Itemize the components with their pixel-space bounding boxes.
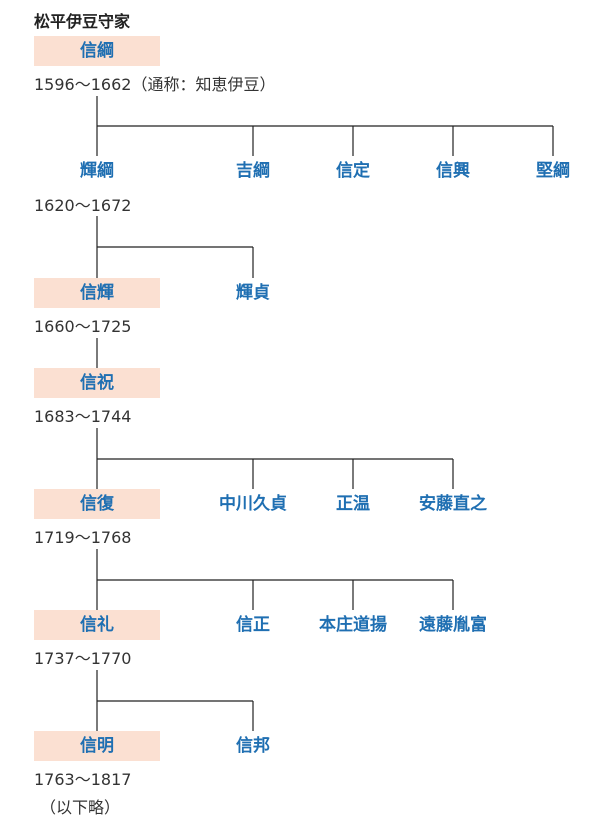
node-nobuoki: 信興 bbox=[436, 161, 470, 181]
node-masaharu: 正温 bbox=[336, 494, 370, 514]
node-nakagawa-hisasada: 中川久貞 bbox=[219, 494, 287, 514]
dates-nobumichi: 1719～1768 bbox=[34, 528, 132, 547]
node-nobutsuna: 信綱 bbox=[34, 36, 160, 66]
dates-nobutoki: 1683～1744 bbox=[34, 407, 132, 426]
node-yoshitsuna: 吉綱 bbox=[236, 161, 270, 181]
node-nobuhiro: 信礼 bbox=[34, 610, 160, 640]
node-endo-tanetomi: 遠藤胤富 bbox=[419, 615, 487, 635]
node-nobusada: 信定 bbox=[336, 161, 370, 181]
dates-nobutsuna-years: 1596～1662 bbox=[34, 75, 132, 94]
omitted-note: （以下略） bbox=[40, 798, 121, 817]
node-nobuteru: 信輝 bbox=[34, 278, 160, 308]
dates-nobutsuna: 1596～1662（通称：知恵伊豆） bbox=[34, 71, 275, 95]
node-terutsuna: 輝綱 bbox=[80, 161, 114, 181]
node-honjo-michiaki: 本庄道揚 bbox=[319, 615, 387, 635]
dates-terutsuna: 1620～1672 bbox=[34, 196, 132, 215]
node-nobumasa: 信正 bbox=[236, 615, 270, 635]
node-nobukuni: 信邦 bbox=[236, 736, 270, 756]
node-nobumichi: 信復 bbox=[34, 489, 160, 519]
alias-nobutsuna: （通称：知恵伊豆） bbox=[131, 75, 276, 94]
node-katatsuna: 堅綱 bbox=[536, 161, 570, 181]
dates-nobuhiro: 1737～1770 bbox=[34, 649, 132, 668]
family-title: 松平伊豆守家 bbox=[34, 12, 131, 31]
node-nobuakira: 信明 bbox=[34, 731, 160, 761]
dates-nobuteru: 1660～1725 bbox=[34, 317, 132, 336]
dates-nobuakira: 1763～1817 bbox=[34, 770, 132, 789]
node-terusada: 輝貞 bbox=[236, 283, 270, 303]
node-ando-naoyuki: 安藤直之 bbox=[419, 494, 487, 514]
node-nobutoki: 信祝 bbox=[34, 368, 160, 398]
